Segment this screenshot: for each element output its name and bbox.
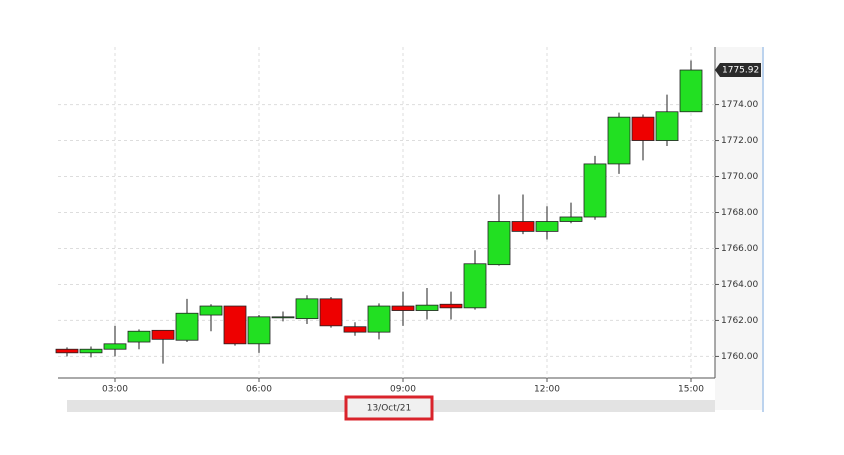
candle-body: [223, 305, 247, 345]
candle-body: [439, 303, 463, 309]
y-tick-label: 1774.00: [721, 100, 758, 110]
candle-body: [583, 163, 607, 218]
y-tick-label: 1770.00: [721, 172, 758, 182]
candle-body: [343, 326, 367, 333]
candle-body: [79, 348, 103, 354]
candle-body: [487, 221, 511, 266]
candle-body: [295, 298, 319, 320]
y-tick-label: 1772.00: [721, 136, 758, 146]
x-tick-label: 09:00: [390, 385, 416, 395]
candle-body: [559, 216, 583, 222]
candle-body: [127, 330, 151, 343]
candle-body: [679, 69, 703, 113]
price-axis-panel: [715, 47, 763, 410]
date-label-box: [344, 395, 434, 421]
candle-body: [391, 305, 415, 311]
candle-body: [247, 316, 271, 345]
last-price-label: 1775.92: [722, 66, 759, 76]
candle-body: [175, 312, 199, 341]
x-tick-label: 15:00: [678, 385, 704, 395]
date-label: 13/Oct/21: [367, 404, 412, 414]
candle-body: [415, 304, 439, 311]
candle-body: [103, 343, 127, 350]
candle-body: [55, 348, 79, 354]
last-price-tag: [715, 63, 761, 78]
candle-body: [607, 116, 631, 165]
candle-body: [199, 305, 223, 316]
candle-body: [655, 111, 679, 141]
y-tick-label: 1766.00: [721, 244, 758, 254]
x-tick-label: 03:00: [102, 385, 128, 395]
candle-body: [535, 221, 559, 232]
candle-body: [463, 263, 487, 309]
y-tick-label: 1760.00: [721, 352, 758, 362]
y-tick-label: 1768.00: [721, 208, 758, 218]
y-tick-label: 1762.00: [721, 316, 758, 326]
x-tick-label: 12:00: [534, 385, 560, 395]
candle-body: [271, 316, 295, 319]
candle-body: [631, 116, 655, 141]
candle-body: [511, 221, 535, 232]
candle-body: [319, 298, 343, 327]
y-tick-label: 1764.00: [721, 280, 758, 290]
candle-body: [151, 329, 175, 340]
candle-body: [367, 305, 391, 333]
x-tick-label: 06:00: [246, 385, 272, 395]
